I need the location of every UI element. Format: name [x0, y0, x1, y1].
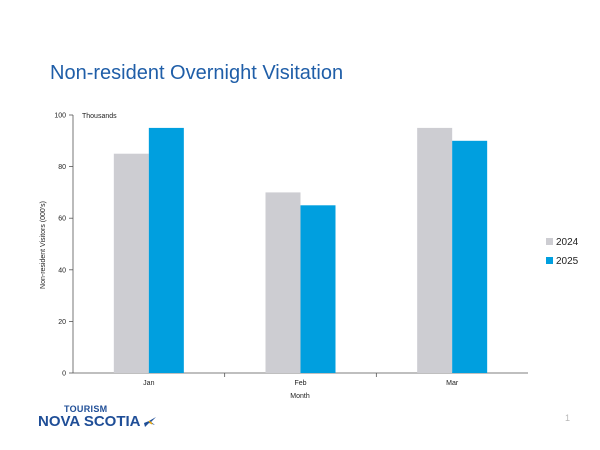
tourism-nova-scotia-logo: TOURISM NOVA SCOTIA: [38, 404, 157, 430]
y-tick-label: 60: [58, 216, 66, 223]
y-tick-labels: 0 20 40 60 80 100: [54, 113, 66, 378]
logo-line-2: NOVA SCOTIA: [38, 413, 141, 430]
x-axis-label: Month: [290, 393, 310, 400]
y-tick-label: 100: [54, 113, 66, 120]
legend-swatch-2024: [546, 238, 553, 245]
unit-label: Thousands: [82, 113, 117, 120]
bird-icon: [143, 417, 156, 427]
page-number: 1: [565, 413, 571, 423]
legend-label-2024: 2024: [556, 237, 579, 248]
y-tick-label: 80: [58, 164, 66, 171]
y-axis-label: Non-resident Visitors (000's): [40, 201, 47, 289]
y-tick-label: 40: [58, 267, 66, 274]
x-tick-label-Mar: Mar: [446, 380, 459, 387]
bar-2025-Jan: [148, 127, 184, 374]
bar-2025-Feb: [300, 205, 336, 373]
x-tick-label-Feb: Feb: [294, 380, 306, 387]
legend-swatch-2025: [546, 257, 553, 264]
bar-2024-Mar: [417, 127, 453, 374]
slide-title: Non-resident Overnight Visitation: [50, 62, 344, 84]
bar-2024-Jan: [113, 153, 149, 373]
legend-label-2025: 2025: [556, 256, 579, 267]
chart-legend: 2024 2025: [546, 237, 579, 267]
y-tick-label: 20: [58, 319, 66, 326]
x-tick-labels: Jan Feb Mar: [143, 380, 459, 387]
logo-line-1: TOURISM: [64, 404, 108, 414]
x-tick-label-Jan: Jan: [143, 380, 154, 387]
bar-2024-Feb: [265, 192, 301, 373]
bar-2025-Mar: [452, 140, 488, 373]
y-tick-label: 0: [62, 371, 66, 378]
chart-bars: [113, 127, 488, 374]
